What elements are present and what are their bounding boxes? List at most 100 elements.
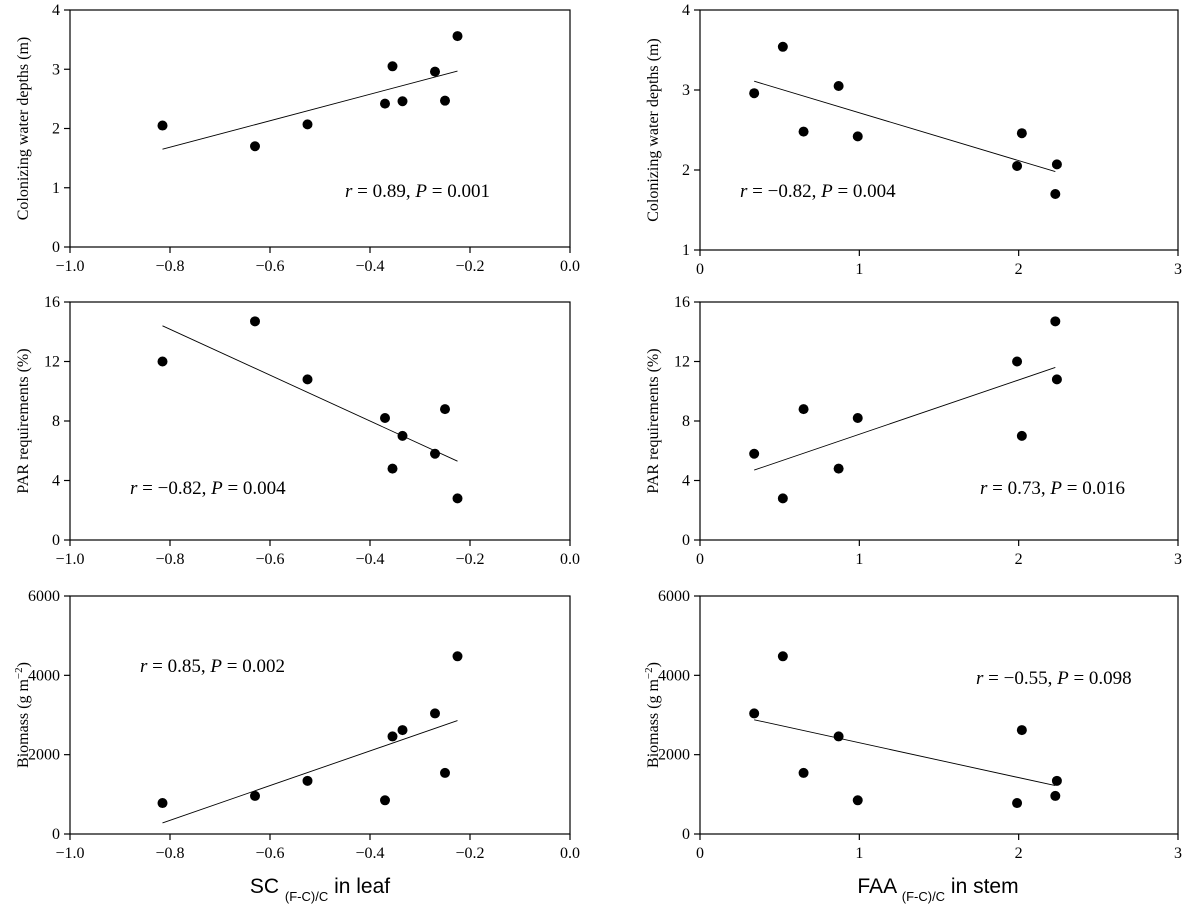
data-point: [430, 66, 440, 77]
x-tick-label: −0.8: [155, 845, 184, 862]
data-point: [749, 708, 760, 719]
r-symbol: r: [130, 478, 138, 499]
data-point: [852, 795, 863, 806]
y-tick-label: 16: [674, 294, 690, 311]
x-tick-label: 3: [1174, 845, 1182, 862]
y-tick-label: 12: [44, 354, 60, 371]
data-point: [440, 95, 450, 106]
data-point: [1012, 161, 1023, 171]
data-point: [250, 141, 260, 152]
data-point: [250, 316, 260, 327]
data-point: [302, 775, 313, 786]
p-value: = 0.016: [1062, 478, 1125, 499]
x-tick-label: −0.6: [255, 551, 284, 568]
y-tick-label: 6000: [28, 588, 60, 605]
data-point: [430, 448, 440, 459]
y-axis-label-text: PAR requirements (%): [645, 348, 662, 493]
regression-line: [162, 325, 458, 462]
x-tick-label: −0.2: [455, 258, 484, 275]
data-point: [833, 463, 844, 474]
y-axis-label-end: ): [645, 662, 662, 667]
plot-frame: [699, 9, 1179, 251]
x-tick-label: −0.4: [355, 845, 384, 862]
x-axis-title-subscript: (F-C)/C: [285, 889, 328, 904]
correlation-annotation: r = −0.82, P = 0.004: [130, 478, 286, 499]
data-point: [1050, 189, 1061, 199]
r-value: = 0.89,: [352, 181, 415, 202]
data-point: [1051, 775, 1062, 786]
y-axis-label-text: Biomass (g m: [15, 679, 32, 768]
data-point: [777, 493, 788, 504]
y-tick-label: 2000: [658, 747, 690, 764]
correlation-annotation: r = 0.85, P = 0.002: [140, 656, 285, 677]
scatter-panel-leaf-depth: −1.0 −0.8 −0.6 −0.4 −0.2 0.0 0 1 2 3 4 Colonizing w…: [15, 2, 580, 275]
p-symbol: P: [1049, 478, 1062, 499]
r-value: = 0.73,: [987, 478, 1050, 499]
x-tick-label: −0.2: [455, 845, 484, 862]
x-tick-label: −0.6: [255, 845, 284, 862]
data-point: [157, 798, 168, 809]
data-point: [1051, 374, 1062, 385]
y-axis-label: PAR requirements (%): [15, 348, 32, 493]
data-point: [1016, 430, 1027, 441]
y-tick-label: 2000: [28, 747, 60, 764]
y-axis-label-text: Biomass (g m: [645, 679, 662, 768]
data-point: [302, 119, 313, 130]
regression-line: [754, 367, 1056, 471]
x-axis-title-main: SC: [250, 875, 285, 898]
data-point: [250, 790, 260, 801]
y-tick-label: 0: [52, 532, 60, 549]
y-tick-label: 3: [682, 82, 690, 99]
p-value: = 0.004: [223, 478, 286, 499]
y-tick-label: 1: [52, 180, 60, 197]
y-axis-label: Colonizing water depths (m): [645, 38, 662, 222]
correlation-annotation: r = 0.89, P = 0.001: [345, 181, 490, 202]
x-tick-label: 3: [1174, 261, 1182, 278]
y-tick-label: 4000: [658, 667, 690, 684]
data-point: [1050, 316, 1061, 327]
p-value: = 0.004: [833, 181, 896, 202]
data-point: [749, 88, 760, 99]
regression-line: [754, 80, 1056, 173]
p-symbol: P: [209, 656, 222, 677]
r-symbol: r: [980, 478, 988, 499]
data-point: [440, 767, 450, 778]
data-point: [798, 126, 809, 137]
x-tick-label: 2: [1015, 845, 1023, 862]
r-symbol: r: [345, 181, 353, 202]
p-symbol: P: [820, 181, 833, 202]
plot-frame: [699, 301, 1179, 541]
y-tick-label: 4: [682, 2, 690, 19]
x-axis-title-end: in leaf: [328, 875, 390, 898]
data-point: [387, 61, 398, 72]
y-tick-label: 0: [52, 239, 60, 256]
data-point: [833, 81, 844, 91]
data-point: [387, 731, 398, 742]
data-point: [1050, 790, 1061, 801]
x-tick-label: 1: [855, 261, 863, 278]
r-symbol: r: [140, 656, 148, 677]
y-axis-label-text: PAR requirements (%): [15, 348, 32, 493]
data-point: [1051, 159, 1062, 170]
p-symbol: P: [1056, 668, 1069, 689]
y-tick-label: 4: [682, 473, 690, 490]
y-tick-label: 0: [682, 532, 690, 549]
x-tick-label: −1.0: [55, 845, 84, 862]
p-value: = 0.002: [222, 656, 285, 677]
x-axis-title-main: FAA: [857, 875, 901, 898]
p-symbol: P: [414, 181, 427, 202]
y-tick-label: 4000: [28, 667, 60, 684]
data-point: [1016, 128, 1027, 139]
x-tick-label: −0.4: [355, 551, 384, 568]
data-point: [749, 448, 760, 459]
x-tick-label: 1: [855, 551, 863, 568]
x-tick-label: 0: [696, 845, 704, 862]
x-tick-label: −0.8: [155, 258, 184, 275]
x-tick-label: −0.6: [255, 258, 284, 275]
r-value: = −0.82,: [747, 181, 821, 202]
y-tick-label: 8: [682, 413, 690, 430]
y-tick-label: 1: [682, 242, 690, 259]
p-symbol: P: [210, 478, 223, 499]
